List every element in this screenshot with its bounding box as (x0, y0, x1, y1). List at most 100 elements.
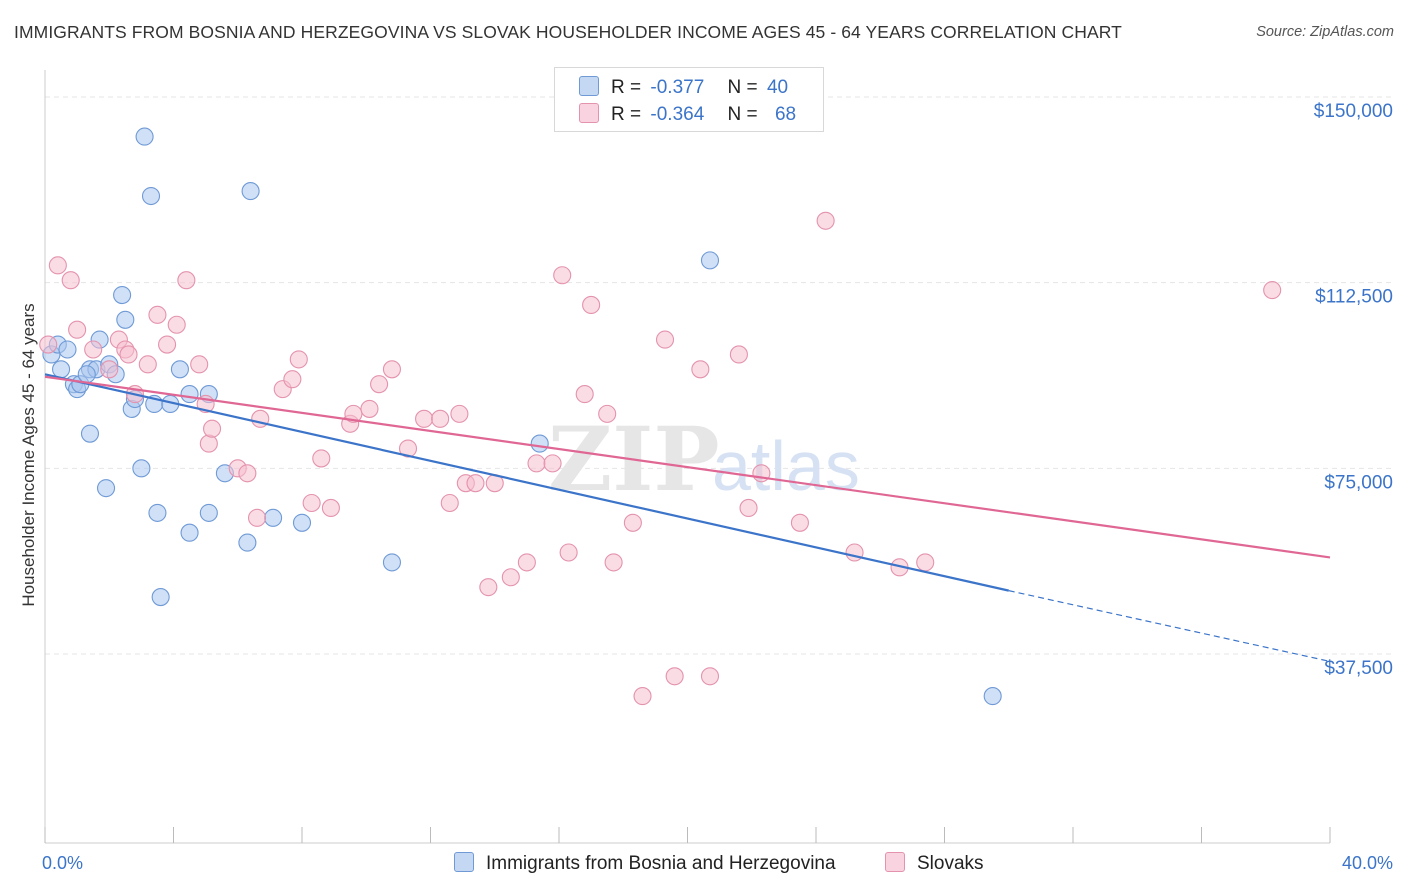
tick-labels: $37,500 $75,000 $112,500 $150,000 0.0% 40.0% (42, 101, 1393, 873)
bosnia-point (264, 508, 283, 527)
bosnia-point (180, 385, 199, 404)
slovak-point (1263, 281, 1282, 300)
slovak-point (466, 474, 485, 493)
bosnia-point (151, 588, 170, 607)
slovak-point (283, 370, 302, 389)
slovak-point (321, 498, 340, 517)
y-tick-label: $37,500 (1324, 658, 1393, 679)
slovak-point (382, 360, 402, 379)
bosnia-point (983, 687, 1002, 706)
legend-row-slovaks: R = -0.364 N = 68 (579, 103, 796, 127)
slovak-point (790, 513, 809, 532)
slovak-point (440, 493, 459, 513)
slovak-point (598, 404, 617, 423)
bosnia-point (241, 182, 260, 201)
watermark: ZIP atlas (548, 407, 860, 511)
axes (44, 70, 1331, 844)
legend-swatch-slovaks (579, 103, 599, 123)
legend-n-value-slovaks: 68 (774, 104, 797, 125)
slovak-trend-line (44, 375, 1331, 559)
slovak-point (61, 271, 80, 290)
slovak-point (604, 553, 623, 572)
slovak-point (501, 568, 520, 587)
bosnia-point (382, 553, 402, 572)
slovak-point (84, 340, 103, 359)
slovak-point (68, 320, 87, 339)
slovak-point (415, 409, 434, 428)
y-tick-label: $150,000 (1314, 101, 1393, 122)
y-tick-label: $75,000 (1324, 472, 1393, 493)
bosnia-point (116, 310, 135, 329)
legend-n-label: N = (727, 104, 758, 125)
slovak-point (559, 543, 578, 562)
slovak-point (312, 449, 331, 468)
bosnia-point (292, 513, 312, 532)
bosnia-trend-line (44, 373, 1009, 592)
bosnia-point (170, 360, 189, 379)
slovak-point (633, 687, 652, 706)
slovak-point (100, 360, 119, 379)
slovak-point (39, 335, 58, 354)
slovak-point (199, 434, 218, 453)
bottom-legend-swatch-slovaks (885, 852, 905, 872)
y-tick-label: $112,500 (1315, 287, 1393, 308)
slovak-point (691, 360, 710, 379)
bosnia-point (52, 360, 71, 379)
bosnia-point (199, 503, 218, 522)
bosnia-point (700, 251, 720, 270)
slovak-point (517, 553, 536, 572)
slovak-point (138, 355, 157, 374)
bosnia-point (113, 285, 132, 305)
bosnia-point (238, 533, 257, 552)
slovak-point (816, 211, 835, 230)
bottom-legend-bosnia: Immigrants from Bosnia and Herzegovina (454, 852, 836, 875)
correlation-legend: R = -0.377 N = 40 R = -0.364 N = 68 (554, 67, 824, 132)
bosnia-point (180, 523, 199, 542)
slovak-point (158, 335, 177, 354)
legend-row-bosnia: R = -0.377 N = 40 (579, 76, 788, 100)
bosnia-point (148, 503, 167, 522)
slovak-point (431, 409, 450, 428)
bosnia-point (77, 365, 96, 384)
bottom-legend-swatch-bosnia (454, 852, 474, 872)
slovak-point (665, 667, 684, 686)
y-axis-label: Householder Income Ages 45 - 64 years (19, 303, 38, 606)
grid-lines (45, 96, 1395, 655)
slovak-point (148, 305, 167, 324)
slovak-point (167, 315, 186, 334)
slovak-point (623, 513, 642, 532)
bottom-legend-label-slovaks: Slovaks (917, 853, 984, 874)
x-tick-label: 0.0% (42, 853, 83, 873)
slovak-point (655, 330, 675, 349)
bosnia-point (530, 434, 549, 453)
legend-r-value-bosnia: -0.377 (650, 77, 705, 98)
slovak-point (729, 345, 748, 364)
slovak-point (916, 553, 935, 572)
bosnia-trend-line-extension (1008, 590, 1331, 663)
slovak-point (190, 355, 209, 374)
bosnia-point (141, 186, 161, 206)
chart-title: IMMIGRANTS FROM BOSNIA AND HERZEGOVINA V… (14, 22, 1122, 42)
slovak-point (398, 439, 418, 458)
bottom-legend-slovaks: Slovaks (885, 852, 984, 875)
slovak-point (527, 454, 546, 473)
slovak-point (119, 345, 138, 364)
x-tick-label: 40.0% (1342, 853, 1393, 873)
slovak-point (543, 454, 562, 473)
watermark-atlas: atlas (712, 427, 860, 505)
slovak-point (360, 399, 379, 418)
slovak-point (450, 404, 469, 423)
slovak-point (238, 464, 257, 483)
slovak-point (582, 295, 601, 314)
legend-r-label: R = (611, 77, 642, 98)
trend-lines (44, 373, 1331, 663)
legend-r-label: R = (611, 104, 642, 125)
legend-swatch-bosnia (579, 76, 599, 96)
legend-r-value-slovaks: -0.364 (650, 104, 705, 125)
legend-n-value-bosnia: 40 (766, 77, 789, 98)
slovak-point (739, 498, 758, 517)
slovak-point (302, 493, 321, 513)
slovak-point (370, 375, 389, 394)
bosnia-point (135, 127, 154, 146)
